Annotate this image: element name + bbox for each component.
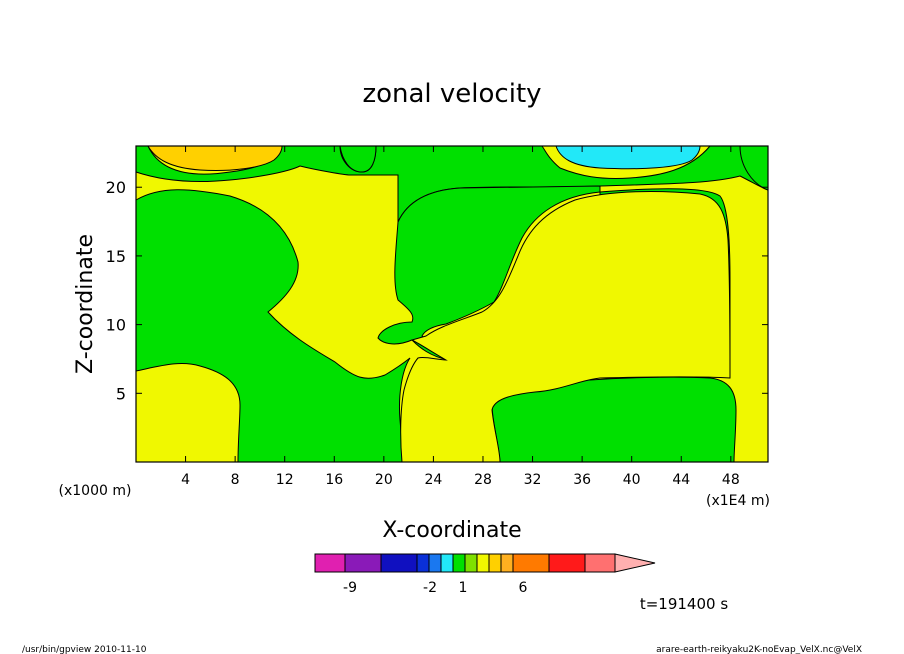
x-tick-label: 16 (325, 472, 343, 488)
colorbar-cell (314, 553, 346, 573)
colorbar-cell (344, 553, 382, 573)
green-region-top-middle (339, 145, 377, 173)
x-tick-label: 40 (623, 472, 641, 488)
footer-right: arare-earth-reikyaku2K-noEvap_VelX.nc@Ve… (656, 645, 862, 654)
y-axis: 5 10 15 20 (106, 178, 768, 403)
colorbar-cell (464, 553, 478, 573)
time-label: t=191400 s (640, 595, 728, 613)
orange-region-top-left (147, 145, 283, 171)
x-tick-label: 32 (524, 472, 542, 488)
cyan-region-top-right (555, 145, 701, 170)
y-tick-label: 20 (106, 178, 126, 197)
colorbar-cell (584, 553, 616, 573)
green-region-middle (135, 145, 769, 223)
x-tick-label: 44 (672, 472, 690, 488)
x-tick-label: 28 (474, 472, 492, 488)
x-tick-label: 12 (276, 472, 294, 488)
colorbar-cell (512, 553, 550, 573)
plot-area (135, 145, 769, 463)
colorbar-cell (500, 553, 514, 573)
colorbar (314, 553, 656, 573)
y-axis-label: Z-coordinate (73, 234, 98, 374)
x-unit-left-label: (x1000 m) (59, 483, 132, 499)
colorbar-cell (488, 553, 502, 573)
colorbar-arrow (614, 553, 656, 573)
x-tick-label: 8 (231, 472, 240, 488)
colorbar-cell (416, 553, 430, 573)
x-axis-label: X-coordinate (382, 518, 521, 543)
x-tick-label: 36 (573, 472, 591, 488)
colorbar-cell (476, 553, 490, 573)
x-tick-label: 20 (375, 472, 393, 488)
y-tick-label: 10 (106, 316, 126, 335)
chart-title: zonal velocity (362, 79, 541, 109)
colorbar-tick-label: -2 (423, 580, 437, 596)
colorbar-cell (548, 553, 586, 573)
colorbar-tick-label: 6 (519, 580, 528, 596)
y-tick-label: 5 (116, 384, 126, 403)
x-tick-label: 24 (424, 472, 442, 488)
footer-left: /usr/bin/gpview 2010-11-10 (22, 645, 147, 654)
colorbar-cell (428, 553, 442, 573)
yellow-region-right (400, 191, 731, 463)
colorbar-tick-label: 1 (459, 580, 468, 596)
x-unit-right-label: (x1E4 m) (706, 493, 770, 509)
plot-frame (135, 145, 769, 463)
colorbar-tick-labels: -9 -2 1 6 (343, 580, 528, 596)
x-tick-label: 4 (181, 472, 190, 488)
colorbar-cell (452, 553, 466, 573)
colorbar-cell (440, 553, 454, 573)
colorbar-cell (380, 553, 418, 573)
y-tick-label: 15 (106, 247, 126, 266)
green-region-left (135, 189, 411, 463)
x-tick-label: 48 (722, 472, 740, 488)
colorbar-tick-label: -9 (343, 580, 357, 596)
x-axis: 4 8 12 16 20 24 28 32 36 40 44 48 (181, 146, 740, 488)
